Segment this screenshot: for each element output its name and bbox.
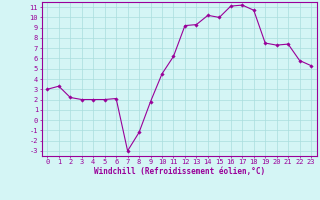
X-axis label: Windchill (Refroidissement éolien,°C): Windchill (Refroidissement éolien,°C) xyxy=(94,167,265,176)
